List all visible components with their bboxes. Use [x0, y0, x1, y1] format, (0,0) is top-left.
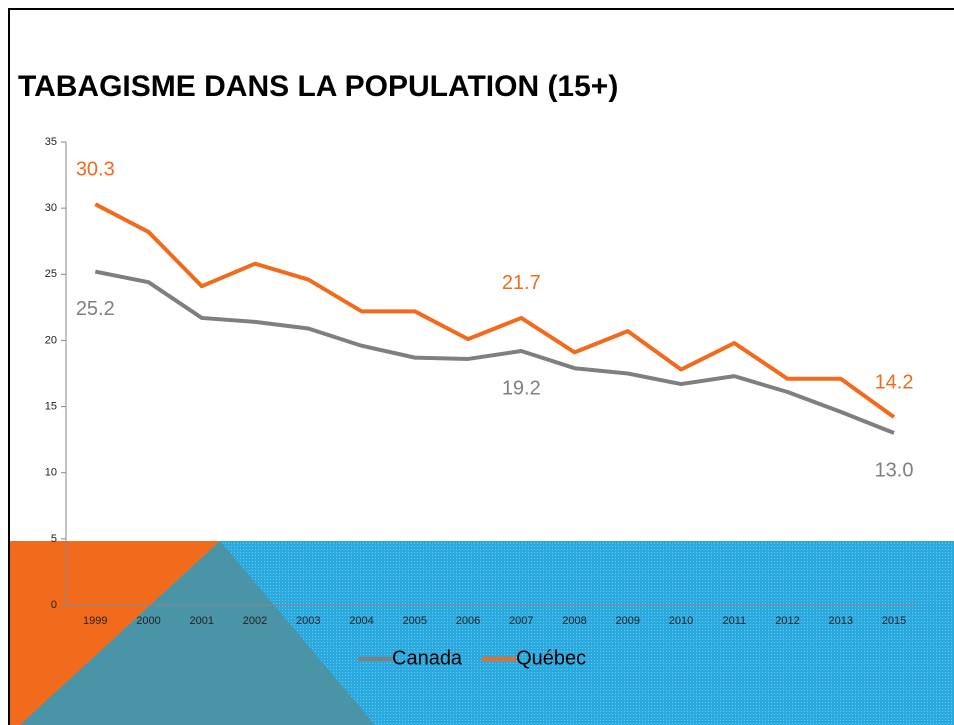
series-line — [94, 202, 896, 419]
x-tick-label: 2013 — [829, 615, 853, 627]
y-tick-label: 15 — [45, 400, 57, 412]
x-tick-label: 2003 — [296, 615, 320, 627]
legend-label: Canada — [392, 647, 463, 669]
y-tick-label: 20 — [45, 334, 57, 346]
x-tick-label: 2005 — [403, 615, 427, 627]
y-tick-label: 10 — [45, 467, 57, 479]
x-tick-label: 2008 — [562, 615, 586, 627]
data-label: 21.7 — [502, 272, 541, 294]
x-tick-label: 2009 — [616, 615, 640, 627]
y-tick-label: 0 — [51, 599, 57, 611]
y-tick-label: 30 — [45, 202, 57, 214]
data-label: 13.0 — [875, 459, 914, 481]
x-tick-label: 2015 — [882, 615, 906, 627]
x-tick-label: 2000 — [136, 615, 160, 627]
data-label: 14.2 — [875, 371, 914, 393]
data-label: 19.2 — [502, 377, 541, 399]
x-tick-label: 2001 — [190, 615, 214, 627]
chart-title: TABAGISME DANS LA POPULATION (15+) — [18, 70, 618, 103]
y-tick-label: 5 — [51, 533, 57, 545]
x-tick-label: 1999 — [83, 615, 107, 627]
frame — [8, 8, 954, 725]
decor-orange — [8, 541, 220, 725]
decor-teal — [20, 541, 375, 725]
legend-label: Québec — [516, 647, 586, 669]
data-label: 30.3 — [76, 158, 115, 180]
y-tick-label: 35 — [45, 136, 57, 148]
series-line — [94, 269, 895, 435]
x-tick-label: 2010 — [669, 615, 693, 627]
plot: 0 5 10 15 20 25 30 35 1999 2000 2001 2002 2003 2004 20… — [45, 136, 918, 669]
x-tick-label: 2004 — [349, 615, 373, 627]
x-tick-label: 2002 — [243, 615, 267, 627]
x-tick-label: 2007 — [509, 615, 533, 627]
y-tick-label: 25 — [45, 268, 57, 280]
x-tick-label: 2012 — [775, 615, 799, 627]
x-tick-label: 2006 — [456, 615, 480, 627]
data-label: 25.2 — [76, 298, 115, 320]
x-tick-label: 2011 — [722, 615, 746, 627]
